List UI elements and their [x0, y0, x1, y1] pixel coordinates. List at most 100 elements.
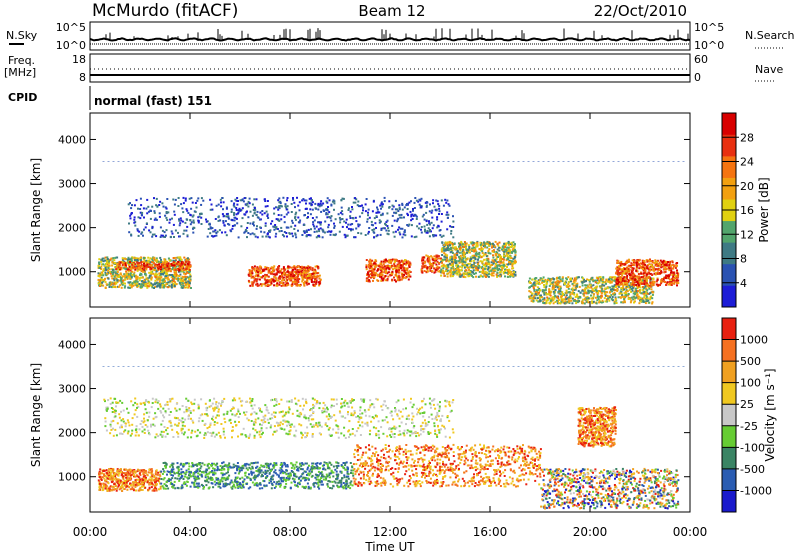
power-echo [145, 268, 148, 271]
power-echo [252, 222, 254, 225]
power-echo [636, 290, 639, 292]
power-echo [311, 269, 314, 272]
power-echo [182, 278, 185, 281]
power-echo [98, 258, 101, 261]
power-echo [101, 281, 104, 284]
power-echo [656, 278, 659, 281]
power-echo [280, 268, 283, 271]
power-echo [422, 262, 424, 265]
power-echo [205, 218, 207, 221]
power-echo [140, 232, 143, 235]
power-echo [676, 275, 679, 278]
power-echo [616, 262, 619, 264]
power-echo [127, 260, 129, 263]
power-echo [586, 301, 588, 304]
power-echo [157, 260, 160, 263]
power-echo [434, 270, 437, 273]
power-echo [616, 287, 619, 290]
power-echo [379, 204, 382, 207]
power-echo [562, 293, 564, 295]
power-echo [489, 243, 492, 246]
power-echo [98, 273, 101, 276]
power-echo [142, 257, 145, 260]
power-echo [388, 265, 391, 268]
power-echo [272, 273, 275, 276]
power-echo [458, 245, 460, 248]
power-echo [444, 241, 447, 244]
power-echo [252, 267, 255, 270]
power-echo [625, 279, 627, 282]
power-echo [638, 302, 641, 305]
power-echo [133, 221, 136, 224]
power-echo [643, 274, 646, 277]
power-echo [159, 256, 162, 259]
power-echo [543, 286, 546, 289]
power-echo [624, 301, 626, 304]
power-echo [137, 264, 140, 267]
power-echo [471, 241, 474, 244]
power-echo [445, 248, 447, 251]
power-echo [286, 235, 288, 238]
power-echo [491, 259, 494, 262]
power-echo [490, 263, 493, 266]
power-echo [628, 272, 631, 275]
power-echo [367, 275, 370, 278]
power-echo [530, 300, 533, 303]
power-echo [104, 277, 106, 280]
power-echo [584, 291, 587, 294]
power-echo [289, 276, 292, 279]
power-echo [120, 286, 123, 289]
power-echo [513, 248, 516, 251]
power-echo [479, 260, 482, 263]
power-echo [296, 284, 299, 287]
power-echo [159, 265, 162, 268]
power-echo [275, 268, 278, 271]
power-echo [294, 278, 297, 281]
power-echo [654, 261, 656, 264]
power-echo [643, 292, 646, 295]
power-echo [611, 290, 614, 293]
power-echo [200, 197, 203, 200]
power-echo [108, 259, 111, 262]
power-echo [545, 283, 548, 285]
power-echo [373, 236, 376, 239]
power-echo [264, 282, 267, 285]
power-echo [641, 268, 644, 270]
power-echo [491, 250, 494, 252]
power-echo [637, 273, 640, 275]
power-echo [170, 285, 173, 288]
power-echo [572, 289, 575, 292]
power-echo [295, 276, 298, 279]
power-echo [496, 264, 499, 267]
power-echo [119, 261, 122, 264]
power-echo [108, 262, 111, 265]
power-echo [104, 273, 107, 276]
power-echo [297, 273, 300, 276]
power-echo [407, 274, 410, 277]
power-echo [178, 275, 181, 278]
power-echo [459, 254, 462, 257]
power-echo [615, 282, 618, 285]
power-echo [649, 285, 652, 288]
power-echo [305, 281, 308, 284]
power-echo [359, 205, 362, 208]
power-echo [237, 212, 239, 215]
power-echo [487, 260, 490, 263]
power-echo [533, 288, 536, 291]
power-echo [149, 265, 152, 268]
power-echo [667, 266, 670, 268]
power-echo [117, 285, 120, 288]
power-echo [130, 274, 133, 277]
power-echo [463, 252, 466, 255]
power-echo [462, 257, 465, 260]
power-echo [398, 208, 401, 211]
power-echo [479, 254, 482, 257]
power-echo [590, 286, 593, 289]
power-echo [426, 268, 429, 271]
power-echo [280, 282, 283, 284]
power-echo [296, 269, 299, 271]
power-echo [375, 260, 378, 263]
power-echo [315, 281, 318, 284]
power-echo [544, 280, 547, 283]
power-echo [191, 215, 194, 218]
